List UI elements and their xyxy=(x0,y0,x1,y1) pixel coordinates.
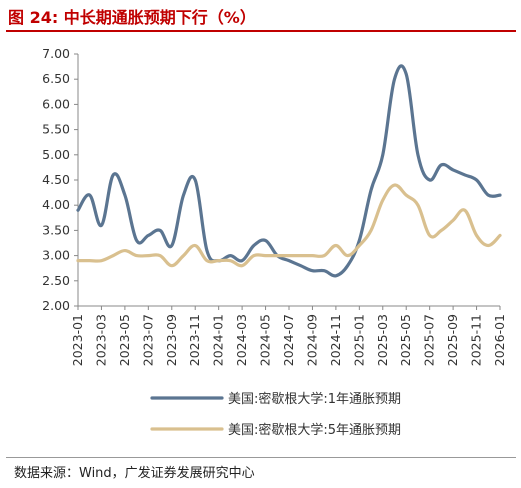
x-tick-label: 2024-03 xyxy=(234,314,249,366)
x-tick-label: 2025-09 xyxy=(445,314,460,366)
x-tick-label: 2026-01 xyxy=(492,314,507,366)
x-tick-label: 2024-09 xyxy=(304,314,319,366)
y-tick-label: 5.00 xyxy=(42,147,70,162)
y-tick-label: 3.00 xyxy=(42,248,70,263)
x-tick-label: 2024-01 xyxy=(211,314,226,366)
x-tick-label: 2023-03 xyxy=(93,314,108,366)
x-tick-label: 2024-11 xyxy=(328,314,343,366)
figure-title: 图 24: 中长期通胀预期下行（%） xyxy=(8,8,256,27)
x-tick-label: 2025-11 xyxy=(469,314,484,366)
legend-label-1: 美国:密歇根大学:1年通胀预期 xyxy=(228,391,401,407)
y-tick-label: 4.50 xyxy=(42,172,70,187)
series-line-2 xyxy=(76,183,502,268)
x-tick-label: 2025-07 xyxy=(422,314,437,366)
title-rule xyxy=(6,30,516,32)
x-tick-label: 2024-05 xyxy=(258,314,273,366)
y-tick-label: 4.00 xyxy=(42,197,70,212)
source-note: 数据来源：Wind，广发证券发展研究中心 xyxy=(14,466,255,481)
x-tick-label: 2023-11 xyxy=(187,314,202,366)
x-tick-label: 2025-01 xyxy=(351,314,366,366)
x-axis: 2023-01 2023-03 2023-05 2023-07 2023-09 2023-… xyxy=(70,305,507,366)
legend-label-2: 美国:密歇根大学:5年通胀预期 xyxy=(228,422,401,438)
y-tick-label: 5.50 xyxy=(42,122,70,137)
series-line-1 xyxy=(76,64,502,278)
source-rule xyxy=(6,457,516,458)
series-layer xyxy=(76,64,502,278)
y-tick-label: 2.00 xyxy=(42,298,70,313)
y-tick-label: 2.50 xyxy=(42,273,70,288)
y-tick-label: 6.00 xyxy=(42,96,70,111)
x-tick-label: 2023-09 xyxy=(164,314,179,366)
y-tick-label: 6.50 xyxy=(42,71,70,86)
x-tick-label: 2023-07 xyxy=(140,314,155,366)
y-tick-label: 3.50 xyxy=(42,222,70,237)
x-tick-label: 2023-01 xyxy=(70,314,85,366)
x-tick-label: 2024-07 xyxy=(281,314,296,366)
x-tick-label: 2025-03 xyxy=(375,314,390,366)
x-tick-label: 2025-05 xyxy=(398,314,413,366)
y-axis: 2.00 2.50 3.00 3.50 4.00 4.50 5.00 5.50 6.00 6.50… xyxy=(42,46,79,313)
y-tick-label: 7.00 xyxy=(42,46,70,61)
x-tick-label: 2023-05 xyxy=(117,314,132,366)
